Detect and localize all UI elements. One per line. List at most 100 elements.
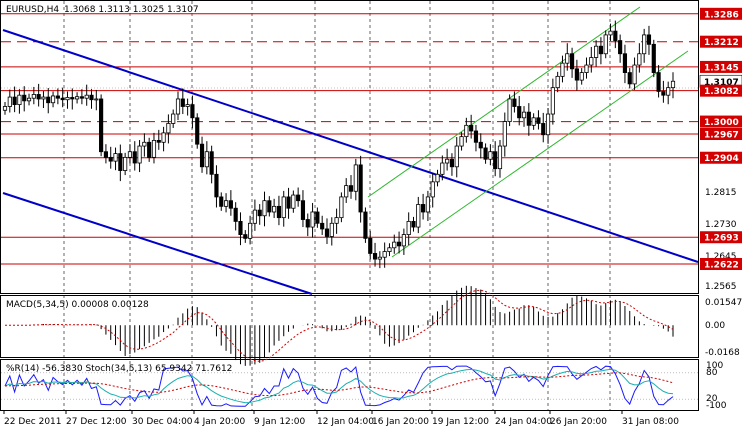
candle-body [243,234,248,239]
candle-body [497,145,503,170]
candle-body [50,95,56,104]
level-tag [700,115,742,128]
price-tick-label: 1.2565 [705,282,737,292]
candle-body [603,34,608,55]
candle-body [151,140,157,158]
candle-body [7,96,12,107]
trendlines [2,6,699,295]
time-tick-label: 19 Jan 12:00 [432,417,489,427]
candle-body [493,151,498,170]
candle-body [195,117,200,145]
candle-body [589,57,594,66]
osc-tick-20: 20 [706,394,718,404]
candle-body [123,156,128,171]
candles [2,20,676,269]
candle-body [310,211,315,228]
candle-body [666,87,671,96]
candle-body [646,34,652,45]
time-tick-label: 26 Jan 20:00 [550,417,607,427]
candle-body [454,145,459,168]
candle-body [651,43,656,73]
oscillator-header: %R(14) -56.3830 Stoch(34,5,13) 65.9342 7… [6,364,232,374]
candle-body [425,196,430,213]
green-channel-upper [367,6,641,198]
green-channel-lower [391,50,689,258]
candle-body [656,72,661,92]
stoch-signal-line [4,372,674,397]
candle-body [579,72,584,81]
candle-body [161,132,166,143]
candle-body [387,247,392,252]
candle-body [22,94,27,102]
candle-body [368,237,373,254]
candle-body [411,221,416,228]
candle-body [291,194,296,209]
candle-body [276,205,282,219]
candle-body [574,68,579,81]
macd-histogram [5,285,674,366]
candle-body [531,117,536,126]
candle-body [252,209,257,224]
candle-body [382,251,387,258]
candle-body [469,124,474,132]
candle-body [113,153,118,162]
candle-body [569,53,575,70]
candle-body [483,147,488,160]
candle-body [372,253,378,260]
candle-body [36,94,41,100]
candle-body [363,211,368,239]
candle-body [329,222,334,237]
macd-signal-line [5,289,674,362]
candle-body [353,164,358,192]
candle-body [70,97,75,100]
level-tag-label: 1.2904 [704,154,739,164]
candle-body [219,196,224,207]
candle-body [267,200,272,213]
candle-body [320,222,325,230]
candle-body [507,98,512,122]
macd-tick-bottom: -0.0168 [705,348,740,358]
candle-body [396,241,402,247]
level-tag-label: 1.2693 [704,234,739,244]
candle-body [94,98,99,101]
candle-body [199,143,205,168]
candle-body [622,53,628,73]
time-tick-label: 24 Jan 04:00 [495,417,552,427]
time-tick-label: 4 Jan 20:00 [194,417,246,427]
candle-body [132,151,137,164]
candle-body [103,151,109,158]
candle-body [296,194,301,202]
time-axis: 22 Dec 2011 27 Dec 12:00 30 Dec 04:00 4 Jan… [3,411,679,427]
candle-body [536,117,541,124]
level-tag-label: 1.2967 [704,131,739,141]
candle-body [137,145,142,164]
candle-body [262,200,267,217]
candle-body [555,75,560,89]
candle-body [233,207,238,222]
candle-body [305,219,310,228]
candle-body [89,94,94,101]
level-tag-label: 1.2622 [704,260,739,270]
candle-body [315,211,320,224]
candle-body [473,130,479,143]
candle-body [26,97,32,102]
candle-body [594,45,599,58]
candle-body [228,200,233,209]
candle-body [55,95,60,99]
osc-tick-80: 80 [706,368,718,378]
candle-body [185,104,190,107]
main-panel [0,0,699,294]
time-grid [1,1,698,410]
candle-body [440,162,445,175]
level-tag [700,84,742,97]
candle-body [286,196,291,209]
candle-body [223,200,229,207]
osc-tick-100: 100 [706,361,723,371]
candle-body [281,196,286,219]
candle-body [512,98,517,107]
candle-body [2,106,8,111]
level-tag-label: 1.3000 [704,118,739,128]
candle-body [204,151,209,168]
